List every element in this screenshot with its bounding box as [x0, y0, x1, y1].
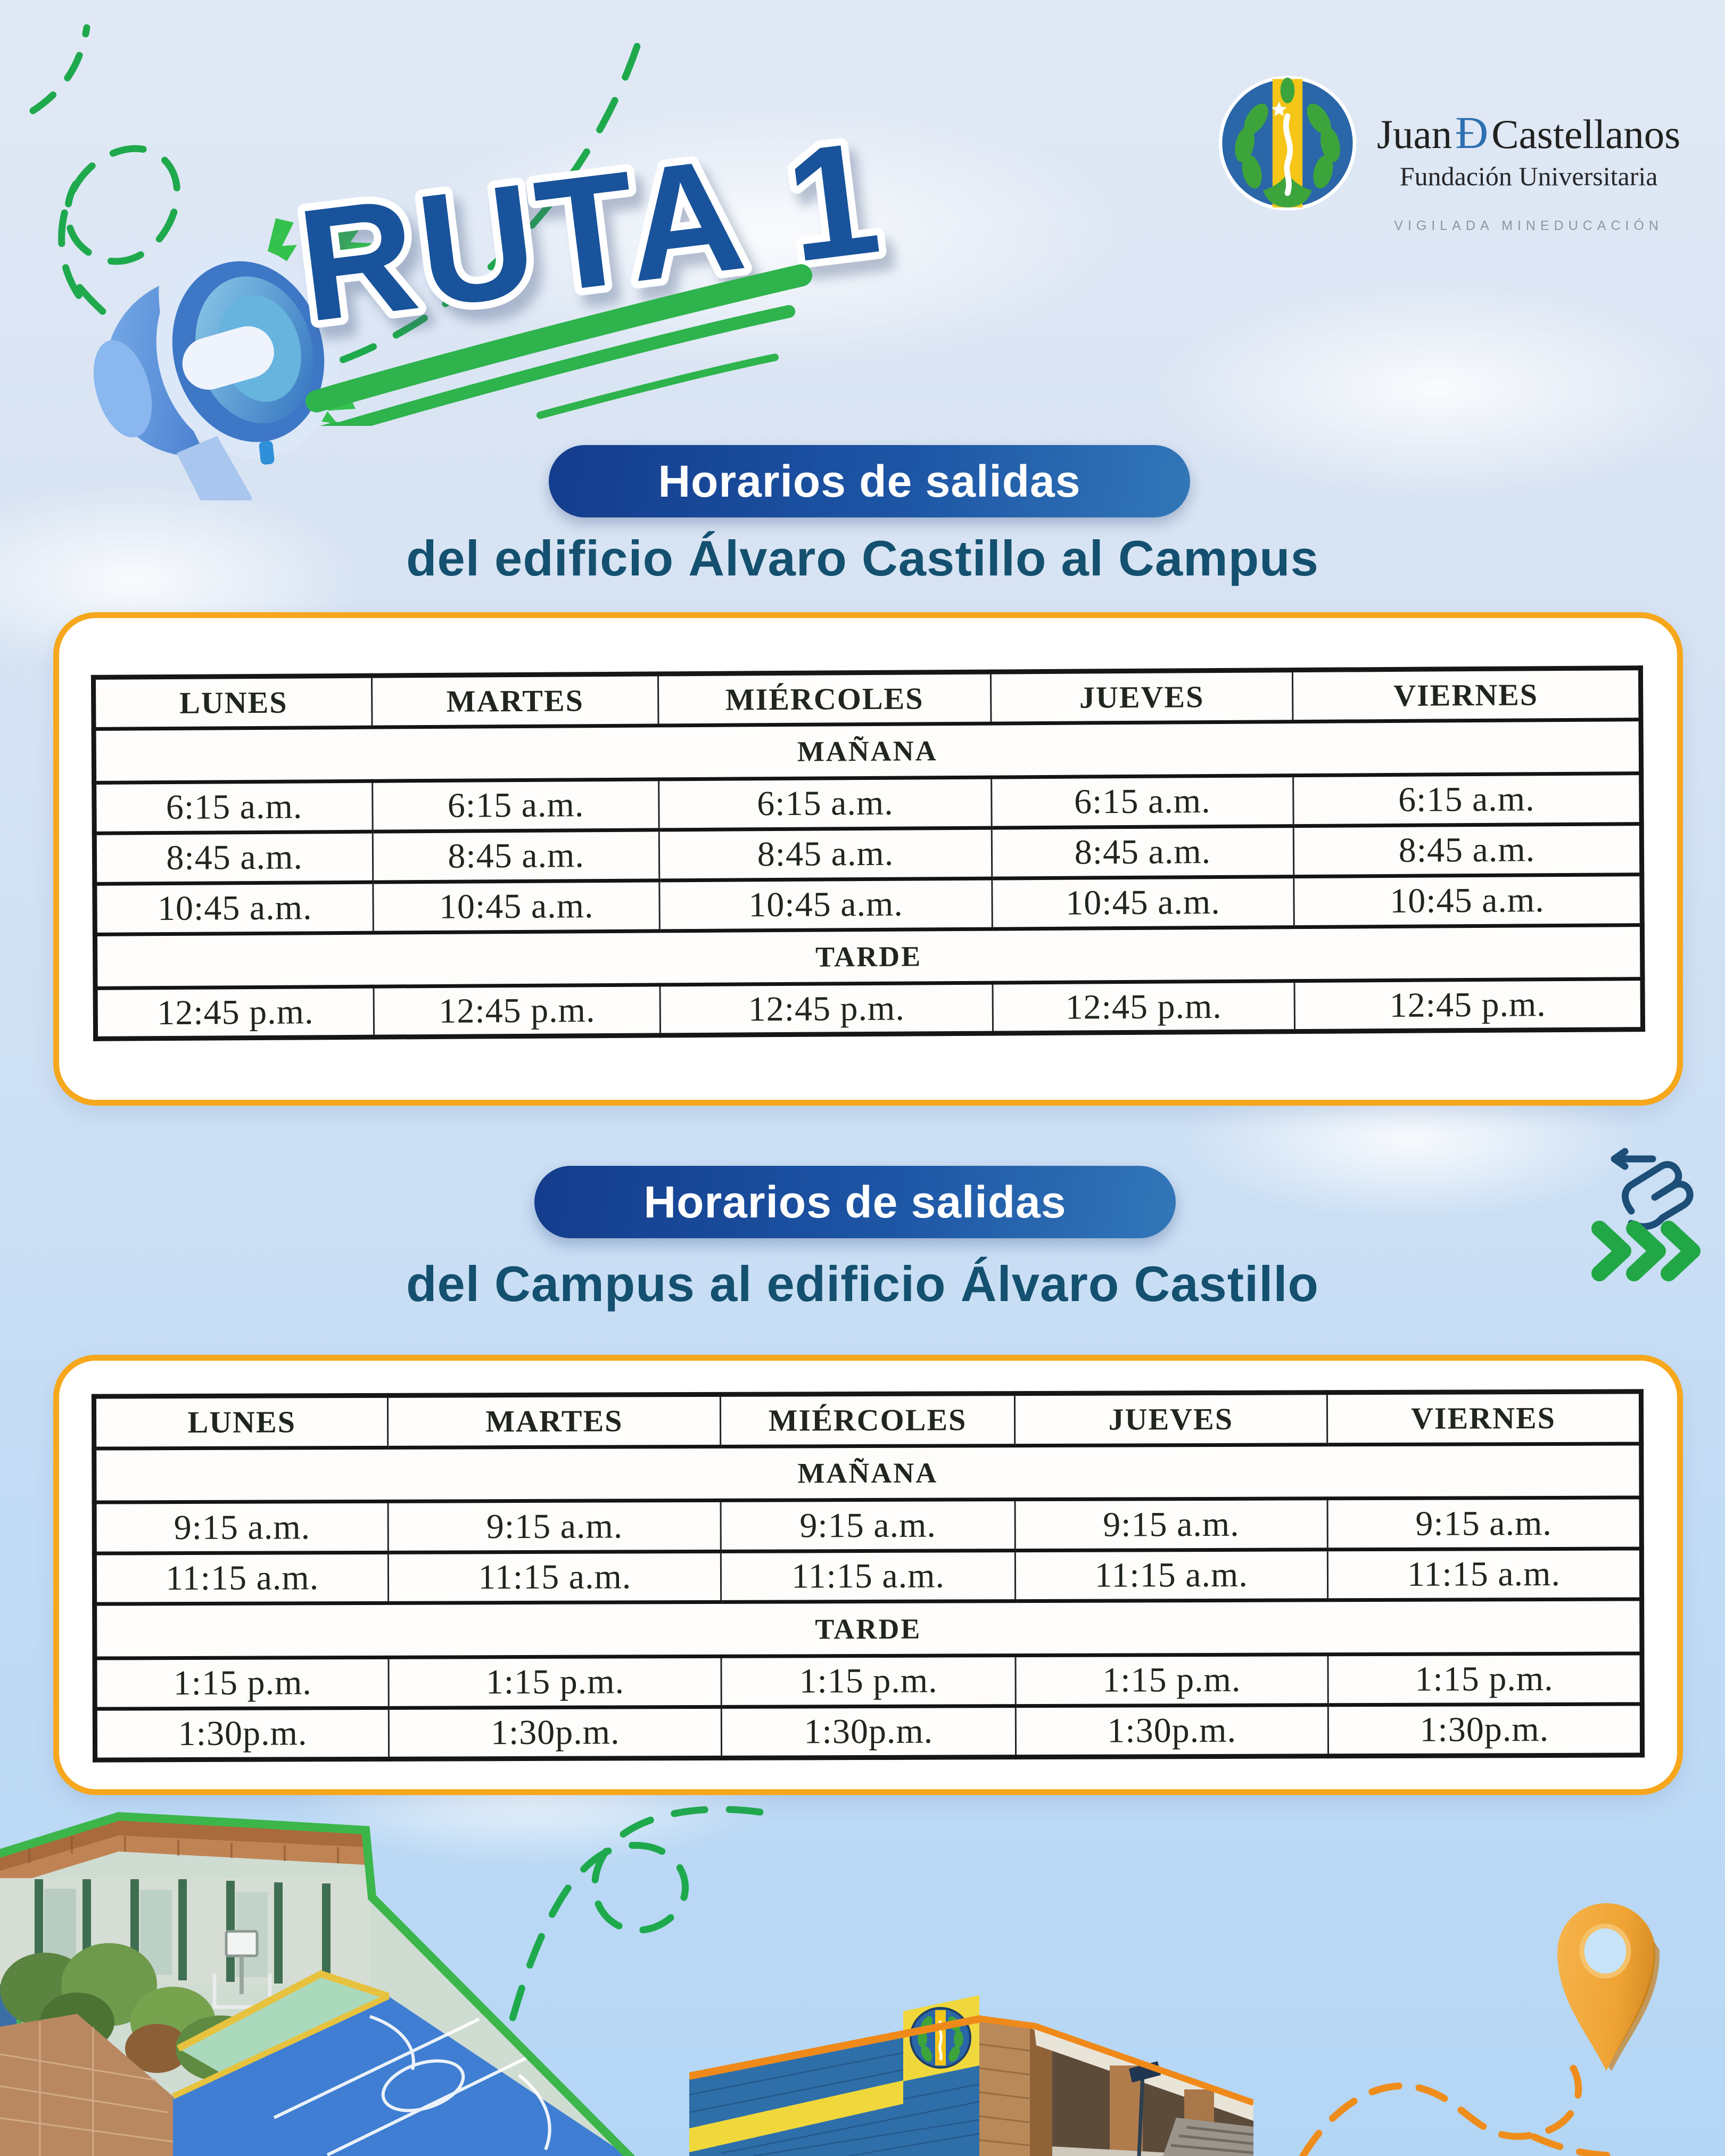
daypart-label: TARDE [95, 925, 1643, 989]
departure-time: 1:15 p.m. [1327, 1653, 1643, 1706]
daypart-row: MAÑANA [94, 719, 1641, 783]
schedule-table-zone-2: LUNES MARTES MIÉRCOLES JUEVES VIERNES MAÑANA 9… [91, 1389, 1645, 1763]
departure-time: 1:15 p.m. [94, 1657, 389, 1709]
section-2-pill-label: Horarios de salidas [643, 1176, 1067, 1227]
departure-time: 12:45 p.m. [1294, 978, 1643, 1032]
departure-time: 6:15 a.m. [991, 775, 1294, 828]
section-2-pill: Horarios de salidas [534, 1166, 1176, 1238]
schedule-table: LUNES MARTES MIÉRCOLES JUEVES VIERNES MAÑANA 6… [90, 665, 1646, 1041]
section-1-pill: Horarios de salidas [549, 445, 1190, 517]
departure-time-row: 1:30p.m. 1:30p.m. 1:30p.m. 1:30p.m. 1:30p.m. [95, 1704, 1643, 1760]
day-header-row: LUNES MARTES MIÉRCOLES JUEVES VIERNES [93, 668, 1641, 729]
university-subtitle: Fundación Universitaria [1399, 161, 1658, 191]
daypart-label: TARDE [94, 1599, 1642, 1659]
day-header-row: LUNES MARTES MIÉRCOLES JUEVES VIERNES [94, 1391, 1641, 1449]
megaphone-icon [93, 202, 372, 500]
departure-time: 1:30p.m. [1328, 1704, 1643, 1756]
section-2-subtitle: del Campus al edificio Álvaro Castillo [406, 1256, 1319, 1312]
swipe-left-gesture-icon [1611, 1148, 1694, 1230]
departure-time-row: 9:15 a.m. 9:15 a.m. 9:15 a.m. 9:15 a.m. 9:15… [94, 1497, 1642, 1553]
departure-time-row: 1:15 p.m. 1:15 p.m. 1:15 p.m. 1:15 p.m. 1:15… [94, 1653, 1643, 1709]
departure-time: 6:15 a.m. [1293, 773, 1642, 826]
daypart-label: MAÑANA [94, 1443, 1642, 1503]
section-1-pill-label: Horarios de salidas [658, 456, 1081, 506]
daypart-row: MAÑANA [94, 1443, 1642, 1503]
departure-time-row: 11:15 a.m. 11:15 a.m. 11:15 a.m. 11:15 a.m.… [94, 1548, 1642, 1604]
departure-time: 12:45 p.m. [374, 984, 661, 1038]
university-name-d: Đ [1455, 107, 1489, 158]
departure-time: 10:45 a.m. [94, 882, 374, 935]
departure-time-row: 6:15 a.m. 6:15 a.m. 6:15 a.m. 6:15 a.m. 6:15… [94, 773, 1642, 834]
university-name-last: Castellanos [1491, 111, 1681, 157]
section-1-subtitle: del edificio Álvaro Castillo al Campus [406, 530, 1319, 586]
schedule-table-zone-1: LUNES MARTES MIÉRCOLES JUEVES VIERNES MAÑANA 6… [90, 665, 1646, 1041]
departure-time: 8:45 a.m. [659, 828, 992, 880]
day-header: LUNES [94, 1395, 389, 1449]
schedule-table: LUNES MARTES MIÉRCOLES JUEVES VIERNES MAÑANA 9… [91, 1389, 1645, 1763]
departure-time: 11:15 a.m. [1327, 1548, 1642, 1601]
campus-court-photo [0, 1812, 635, 2156]
day-header: LUNES [93, 676, 373, 729]
departure-time: 12:45 p.m. [660, 983, 993, 1035]
day-header: VIERNES [1292, 668, 1641, 722]
day-header: MIÉRCOLES [720, 1393, 1015, 1446]
departure-time: 11:15 a.m. [94, 1552, 389, 1604]
day-header: JUEVES [1014, 1392, 1327, 1446]
departure-time-row: 12:45 p.m. 12:45 p.m. 12:45 p.m. 12:45 p.m.… [95, 978, 1643, 1039]
alvaro-castillo-building-photo [689, 1995, 1253, 2156]
triple-chevron-right-icon [1591, 1221, 1701, 1281]
day-header: JUEVES [991, 670, 1293, 724]
departure-time: 1:30p.m. [1015, 1705, 1328, 1757]
departure-time: 12:45 p.m. [95, 986, 374, 1039]
departure-time-row: 10:45 a.m. 10:45 a.m. 10:45 a.m. 10:45 a.m.… [94, 874, 1643, 935]
departure-time: 1:30p.m. [389, 1707, 722, 1759]
departure-time: 10:45 a.m. [373, 880, 660, 933]
departure-time: 1:15 p.m. [389, 1656, 722, 1708]
departure-time: 6:15 a.m. [658, 777, 992, 830]
schedule-card-1: LUNES MARTES MIÉRCOLES JUEVES VIERNES MAÑANA 6… [53, 612, 1683, 1106]
daypart-row: TARDE [95, 925, 1643, 989]
departure-time: 12:45 p.m. [993, 981, 1295, 1034]
departure-time: 6:15 a.m. [94, 781, 373, 834]
departure-time: 9:15 a.m. [721, 1499, 1016, 1552]
departure-time: 9:15 a.m. [388, 1500, 721, 1553]
departure-time: 1:30p.m. [95, 1708, 389, 1760]
day-header: MARTES [387, 1394, 721, 1447]
departure-time: 8:45 a.m. [373, 829, 659, 883]
day-header: VIERNES [1327, 1391, 1641, 1445]
university-name-first: Juan [1377, 111, 1452, 157]
departure-time: 10:45 a.m. [1293, 874, 1643, 927]
day-header: MARTES [372, 673, 659, 728]
departure-time: 8:45 a.m. [1293, 824, 1642, 877]
departure-time: 8:45 a.m. [94, 832, 374, 884]
departure-time: 9:15 a.m. [94, 1501, 389, 1553]
departure-time: 10:45 a.m. [992, 876, 1294, 929]
departure-time: 1:15 p.m. [1015, 1654, 1328, 1707]
departure-time: 1:30p.m. [721, 1706, 1016, 1758]
daypart-row: TARDE [94, 1599, 1642, 1659]
university-crest-icon [1218, 76, 1357, 211]
departure-time-row: 8:45 a.m. 8:45 a.m. 8:45 a.m. 8:45 a.m. 8:45… [94, 824, 1642, 884]
departure-time: 11:15 a.m. [1015, 1549, 1328, 1601]
departure-time: 9:15 a.m. [1327, 1497, 1642, 1550]
university-tagline: VIGILADA MINEDUCACIÓN [1394, 218, 1663, 233]
departure-time: 9:15 a.m. [1014, 1499, 1328, 1551]
brush-underline [297, 264, 813, 426]
day-header: MIÉRCOLES [658, 672, 992, 726]
schedule-card-2: LUNES MARTES MIÉRCOLES JUEVES VIERNES MAÑANA 9… [53, 1355, 1683, 1795]
location-pin-icon [1557, 1903, 1660, 2071]
departure-time: 6:15 a.m. [372, 779, 659, 832]
university-name: JuanĐCastellanos [1377, 110, 1680, 155]
departure-time: 8:45 a.m. [992, 826, 1294, 879]
departure-time: 11:15 a.m. [721, 1550, 1016, 1602]
daypart-label: MAÑANA [94, 719, 1641, 783]
departure-time: 11:15 a.m. [388, 1551, 721, 1603]
dashed-route-squiggle [1299, 2063, 1616, 2156]
departure-time: 10:45 a.m. [659, 878, 993, 931]
university-logo: JuanĐCastellanos Fundación Universitaria… [1216, 75, 1711, 234]
departure-time: 1:15 p.m. [721, 1655, 1016, 1707]
